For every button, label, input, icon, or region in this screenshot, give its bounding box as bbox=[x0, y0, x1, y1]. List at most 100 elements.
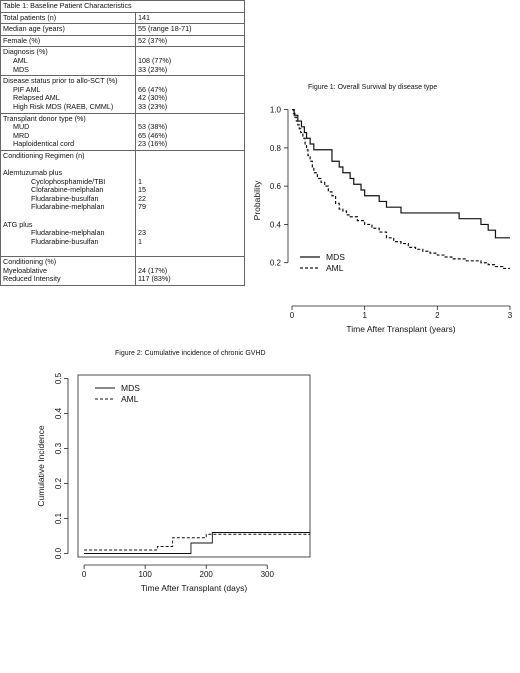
y-axis-label: Probability bbox=[252, 180, 262, 220]
row-value-cell: 52 (37%) bbox=[135, 34, 245, 48]
x-tick-label: 0 bbox=[290, 311, 295, 320]
x-tick-label: 100 bbox=[138, 570, 152, 579]
x-tick-label: 200 bbox=[200, 570, 214, 579]
legend-label: AML bbox=[121, 394, 139, 404]
row-label: Diagnosis (%) bbox=[3, 47, 48, 57]
table-row: Median age (years) 55 (range 18-71) bbox=[0, 23, 245, 36]
y-tick-label: 0.8 bbox=[270, 144, 282, 153]
row-value: 15 bbox=[138, 185, 146, 195]
row-label: Disease status prior to allo-SCT (%) bbox=[3, 76, 118, 86]
row-label: MRD bbox=[13, 130, 30, 140]
y-tick-label: 0.5 bbox=[54, 372, 63, 384]
row-value-cell: 53 (38%) 65 (46%) 23 (16%) bbox=[135, 112, 245, 151]
row-value: 53 (38%) bbox=[138, 122, 168, 132]
table-row: Female (%) 52 (37%) bbox=[0, 34, 245, 48]
row-label: Myeloablative bbox=[3, 265, 47, 275]
row-value bbox=[138, 169, 242, 178]
table-row: Disease status prior to allo-SCT (%) PIF … bbox=[0, 75, 245, 114]
row-value-cell: 24 (17%) 117 (83%) bbox=[135, 256, 245, 286]
row-label: MDS bbox=[13, 64, 29, 74]
row-value bbox=[138, 212, 242, 221]
x-tick-label: 300 bbox=[261, 570, 275, 579]
row-label bbox=[3, 246, 133, 255]
row-value: 79 bbox=[138, 202, 146, 212]
y-tick-label: 0.3 bbox=[54, 442, 63, 454]
table-row: Diagnosis (%) AML MDS 108 (77%) 33 (23%) bbox=[0, 46, 245, 77]
table-row: Total patients (n) 141 bbox=[0, 11, 245, 25]
row-label-cell: Diagnosis (%) AML MDS bbox=[0, 46, 136, 77]
row-value: 52 (37%) bbox=[138, 35, 168, 45]
row-label: PIF AML bbox=[13, 84, 41, 94]
y-tick-label: 0.4 bbox=[54, 407, 63, 419]
row-label: Fludarabine-busulfan bbox=[31, 236, 99, 246]
row-value: 117 (83%) bbox=[138, 274, 171, 284]
series-line-aml bbox=[84, 533, 310, 551]
row-value: 141 bbox=[138, 12, 150, 22]
row-label: Transplant donor type (%) bbox=[3, 113, 86, 123]
row-label: Relapsed AML bbox=[13, 93, 60, 103]
row-value: 33 (23%) bbox=[138, 101, 168, 111]
row-value-cell: 66 (47%) 42 (30%) 33 (23%) bbox=[135, 75, 245, 114]
row-label-cell: Disease status prior to allo-SCT (%) PIF … bbox=[0, 75, 136, 114]
row-value: 55 (range 18-71) bbox=[138, 24, 192, 34]
row-value bbox=[138, 246, 242, 255]
x-tick-label: 1 bbox=[362, 311, 367, 320]
row-value bbox=[138, 152, 242, 161]
row-label-cell: Median age (years) bbox=[0, 23, 136, 36]
row-label: AML bbox=[13, 55, 28, 65]
y-tick-label: 0.6 bbox=[270, 182, 282, 191]
row-value: 22 bbox=[138, 193, 146, 203]
row-value-cell: 108 (77%) 33 (23%) bbox=[135, 46, 245, 77]
table-row: Transplant donor type (%) MUD MRD Haploiden… bbox=[0, 112, 245, 151]
y-tick-label: 0.2 bbox=[270, 259, 282, 268]
y-tick-label: 0.0 bbox=[54, 547, 63, 559]
row-label: Cyclophosphamide/TBI bbox=[31, 176, 106, 186]
row-value: 24 (17%) bbox=[138, 265, 168, 275]
x-tick-label: 0 bbox=[82, 570, 87, 579]
row-value: 42 (30%) bbox=[138, 93, 168, 103]
row-value-cell: 1 15 22 79 23 1 bbox=[135, 149, 245, 258]
baseline-characteristics-table: Table 1: Baseline Patient Characteristic… bbox=[0, 0, 245, 286]
series-line-aml bbox=[292, 108, 510, 270]
row-label: Female (%) bbox=[3, 35, 41, 45]
figure1-title: Figure 1: Overall Survival by disease ty… bbox=[308, 84, 438, 91]
row-label: Total patients (n) bbox=[3, 12, 57, 22]
row-label: Haploidentical cord bbox=[13, 139, 75, 149]
y-tick-label: 0.2 bbox=[54, 477, 63, 489]
row-label: ATG plus bbox=[3, 219, 33, 229]
row-label: Alemtuzumab plus bbox=[3, 168, 63, 178]
legend-label: MDS bbox=[326, 252, 345, 262]
row-label: Fludarabine-busulfan bbox=[31, 193, 99, 203]
row-value bbox=[138, 221, 242, 230]
row-label: Fludarabine-melphalan bbox=[31, 228, 105, 238]
row-label-cell: Female (%) bbox=[0, 34, 136, 48]
figure1-survival-chart: 0 1 2 3 0.2 0.4 0.6 0.8 1.0 Time After Transplant… bbox=[252, 106, 513, 334]
row-value: 33 (23%) bbox=[138, 64, 168, 74]
row-label: Median age (years) bbox=[3, 24, 65, 34]
series-line-mds bbox=[84, 532, 310, 554]
row-value: 66 (47%) bbox=[138, 84, 168, 94]
row-label-cell: Total patients (n) bbox=[0, 11, 136, 25]
row-label: MUD bbox=[13, 122, 30, 132]
x-tick-label: 3 bbox=[508, 311, 513, 320]
row-label-cell: Conditioning (%) Myeloablative Reduced Int… bbox=[0, 256, 136, 286]
row-value: 65 (46%) bbox=[138, 130, 168, 140]
table-caption: Table 1: Baseline Patient Characteristic… bbox=[0, 0, 245, 13]
row-label-cell: Transplant donor type (%) MUD MRD Haploiden… bbox=[0, 112, 136, 151]
series-line-mds bbox=[292, 108, 510, 239]
row-value-cell: 141 bbox=[135, 11, 245, 25]
row-value: 1 bbox=[138, 176, 142, 186]
legend-label: MDS bbox=[121, 383, 140, 393]
figure2-title: Figure 2: Cumulative incidence of chroni… bbox=[115, 350, 266, 357]
x-axis-label: Time After Transplant (years) bbox=[346, 324, 455, 334]
row-label: Fludarabine-melphalan bbox=[31, 202, 105, 212]
x-tick-label: 2 bbox=[435, 311, 440, 320]
row-value: 108 (77%) bbox=[138, 55, 172, 65]
x-axis-label: Time After Transplant (days) bbox=[141, 583, 248, 593]
row-value: 1 bbox=[138, 236, 142, 246]
plot-frame bbox=[77, 374, 311, 558]
y-tick-label: 1.0 bbox=[270, 106, 282, 115]
row-label: Clofarabine-melphalan bbox=[31, 185, 104, 195]
row-value bbox=[138, 161, 242, 170]
row-value: 23 (16%) bbox=[138, 139, 168, 149]
